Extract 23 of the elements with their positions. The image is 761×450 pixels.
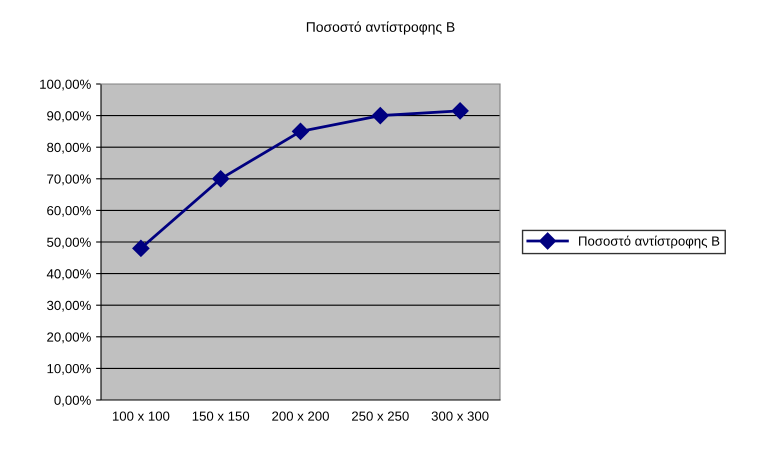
y-tick-label: 60,00%	[47, 206, 91, 217]
x-tick-label: 150 x 150	[192, 411, 250, 421]
y-tick-label: 50,00%	[47, 238, 91, 248]
y-tick-label: 90,00%	[47, 111, 91, 122]
point	[132, 240, 150, 257]
y-tick-label: 80,00%	[47, 142, 91, 154]
chart-title: Ποσοστό αντίστροφης Β	[306, 21, 455, 35]
y-tick-label: 0,00%	[54, 396, 91, 406]
y-tick-label: 10,00%	[48, 364, 91, 375]
point	[292, 122, 310, 140]
y-tick-label: 40,00%	[46, 269, 91, 280]
point	[452, 102, 469, 120]
x-tick-label: 250 x 250	[352, 411, 409, 421]
point	[372, 107, 389, 124]
y-tick-label: 30,00%	[47, 300, 91, 312]
x-tick-label: 200 x 200	[272, 411, 329, 421]
x-tick-label: 300 x 300	[432, 411, 489, 421]
point	[212, 170, 230, 188]
y-tick-label: 70,00%	[47, 174, 91, 186]
y-tick-label: 100,00%	[40, 80, 91, 90]
y-tick-label: 20,00%	[47, 332, 91, 344]
x-tick-label: 100 x 100	[112, 411, 170, 421]
legend-label: Ποσοστό αντίστροφης Β	[579, 236, 720, 248]
